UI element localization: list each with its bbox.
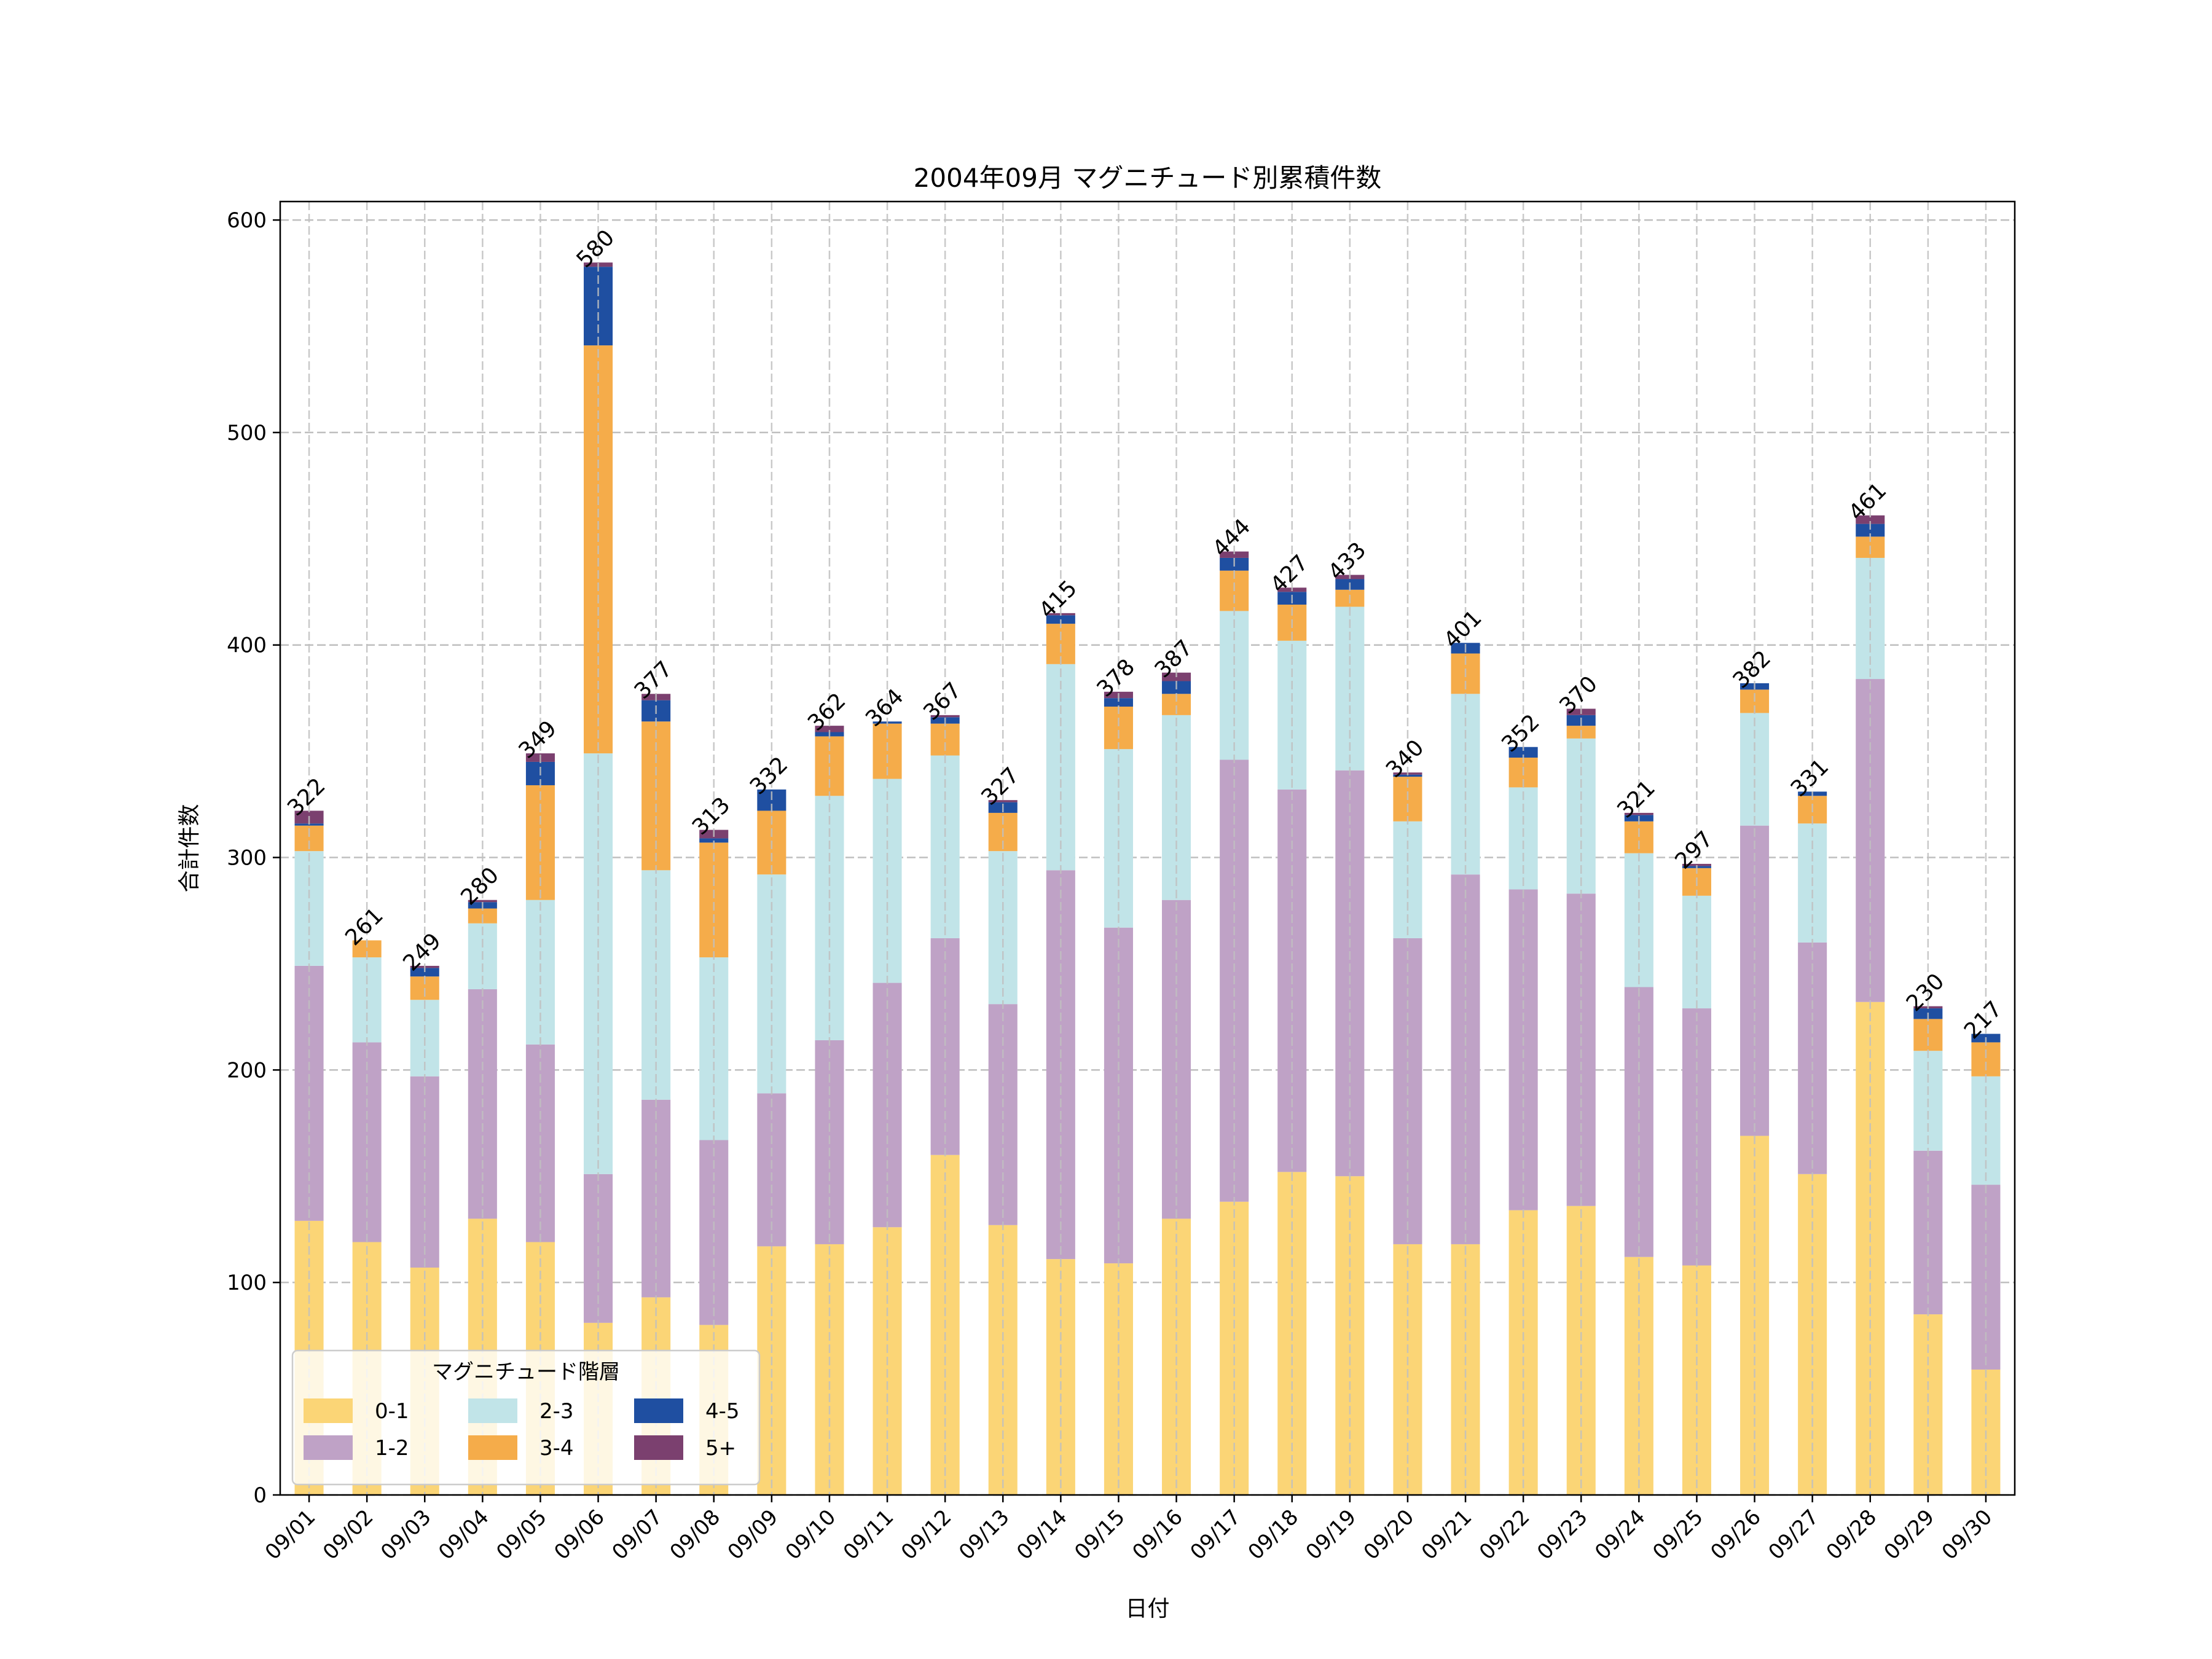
bar-segment-3-4: [1913, 1019, 1943, 1051]
bar-segment-5+: [1856, 515, 1885, 524]
x-tick-label: 09/22: [1475, 1505, 1535, 1565]
legend-swatch: [634, 1398, 683, 1423]
x-tick-label: 09/05: [492, 1505, 552, 1565]
bar-segment-3-4: [1971, 1042, 2001, 1077]
bar-segment-4-5: [1104, 698, 1133, 707]
x-axis-label: 日付: [1125, 1596, 1169, 1622]
x-tick-label: 09/06: [549, 1505, 610, 1565]
x-tick-label: 09/15: [1070, 1505, 1130, 1565]
bar-segment-4-5: [410, 968, 439, 977]
x-tick-label: 09/03: [376, 1505, 436, 1565]
x-tick-label: 09/14: [1012, 1505, 1072, 1565]
x-tick-label: 09/17: [1185, 1505, 1245, 1565]
x-tick-label: 09/21: [1417, 1505, 1477, 1565]
x-tick-label: 09/08: [665, 1505, 726, 1565]
x-tick-label: 09/16: [1128, 1505, 1188, 1565]
bar-segment-1-2: [1451, 874, 1480, 1244]
bar-segment-4-5: [1508, 747, 1538, 758]
bar-segment-2-3: [1277, 640, 1307, 790]
y-axis-ticks: 0 100 200 300 400 500 600: [227, 208, 280, 1508]
bar-segment-4-5: [1856, 524, 1885, 537]
legend-item-5+: 5+: [634, 1435, 736, 1461]
x-tick-label: 09/24: [1590, 1505, 1650, 1565]
y-tick-label: 500: [227, 421, 267, 445]
legend-swatch: [634, 1435, 683, 1460]
x-tick-label: 09/18: [1244, 1505, 1304, 1565]
y-tick-label: 100: [227, 1271, 267, 1295]
bar-segment-5+: [1220, 551, 1249, 558]
x-tick-label: 09/20: [1359, 1505, 1419, 1565]
bar-segment-3-4: [699, 842, 729, 958]
legend-item-2-3: 2-3: [468, 1398, 574, 1424]
legend-label: 1-2: [375, 1436, 409, 1461]
legend-swatch: [304, 1435, 353, 1460]
legend-label: 2-3: [539, 1399, 574, 1424]
bar-segment-5+: [468, 900, 497, 903]
bar-segment-5+: [1682, 863, 1711, 866]
y-tick-label: 200: [227, 1058, 267, 1083]
legend-item-4-5: 4-5: [634, 1398, 740, 1424]
legend-item-3-4: 3-4: [468, 1435, 574, 1461]
bars: [294, 202, 2001, 1495]
bar-segment-5+: [815, 726, 844, 732]
legend-item-0-1: 0-1: [304, 1398, 409, 1424]
y-axis-label: 合計件数: [177, 804, 202, 892]
y-tick-label: 600: [227, 208, 267, 233]
x-tick-label: 09/12: [896, 1505, 957, 1565]
bar-segment-2-3: [1104, 749, 1133, 928]
x-tick-label: 09/13: [954, 1505, 1014, 1565]
legend-label: 5+: [705, 1436, 736, 1461]
grid-lines: [280, 219, 2015, 1496]
bar-segment-5+: [930, 715, 960, 718]
y-tick-label: 0: [253, 1483, 267, 1508]
x-tick-label: 09/19: [1301, 1505, 1362, 1565]
legend-label: 4-5: [705, 1399, 740, 1424]
legend-swatch: [304, 1398, 353, 1423]
bar-segment-4-5: [1393, 774, 1422, 777]
x-tick-label: 09/23: [1532, 1505, 1593, 1565]
y-tick-label: 300: [227, 846, 267, 871]
x-tick-label: 09/10: [781, 1505, 841, 1565]
legend-swatch: [468, 1398, 517, 1423]
x-tick-label: 09/09: [723, 1505, 783, 1565]
x-tick-label: 09/01: [261, 1505, 321, 1565]
x-tick-label: 09/27: [1763, 1505, 1824, 1565]
x-tick-label: 09/02: [318, 1505, 378, 1565]
x-tick-label: 09/07: [607, 1505, 667, 1565]
bar-segment-1-2: [1162, 900, 1191, 1219]
bar-segment-4-5: [699, 838, 729, 843]
bar-segment-1-2: [699, 1140, 729, 1325]
chart-title: 2004年09月 マグニチュード別累積件数: [914, 163, 1382, 193]
x-tick-label: 09/29: [1880, 1505, 1940, 1565]
legend-title: マグニチュード階層: [432, 1360, 620, 1384]
y-tick-label: 400: [227, 633, 267, 658]
legend-item-1-2: 1-2: [304, 1435, 409, 1461]
x-tick-label: 09/30: [1937, 1505, 1998, 1565]
x-tick-label: 09/28: [1822, 1505, 1882, 1565]
legend-label: 0-1: [375, 1399, 409, 1424]
x-tick-label: 09/26: [1706, 1505, 1766, 1565]
x-tick-label: 09/11: [839, 1505, 899, 1565]
bar-segment-2-3: [1508, 787, 1538, 890]
x-axis-ticks: 09/0109/0209/0309/0409/0509/0609/0709/08…: [261, 1495, 1997, 1565]
bar-segment-5+: [1624, 812, 1653, 815]
axes-frame: [279, 200, 2016, 1496]
bar-segment-1-2: [1335, 770, 1365, 1177]
bar-segment-2-3: [699, 957, 729, 1140]
legend-items: 0-1 1-2 2-3 3-4 4-5 5+: [304, 1398, 740, 1461]
x-tick-label: 09/04: [434, 1505, 494, 1565]
legend: マグニチュード階層 0-1 1-2 2-3 3-4 4-5 5+: [291, 1349, 761, 1486]
x-tick-label: 09/25: [1648, 1505, 1708, 1565]
bar-segment-5+: [988, 800, 1018, 802]
legend-swatch: [468, 1435, 517, 1460]
legend-label: 3-4: [539, 1436, 574, 1461]
